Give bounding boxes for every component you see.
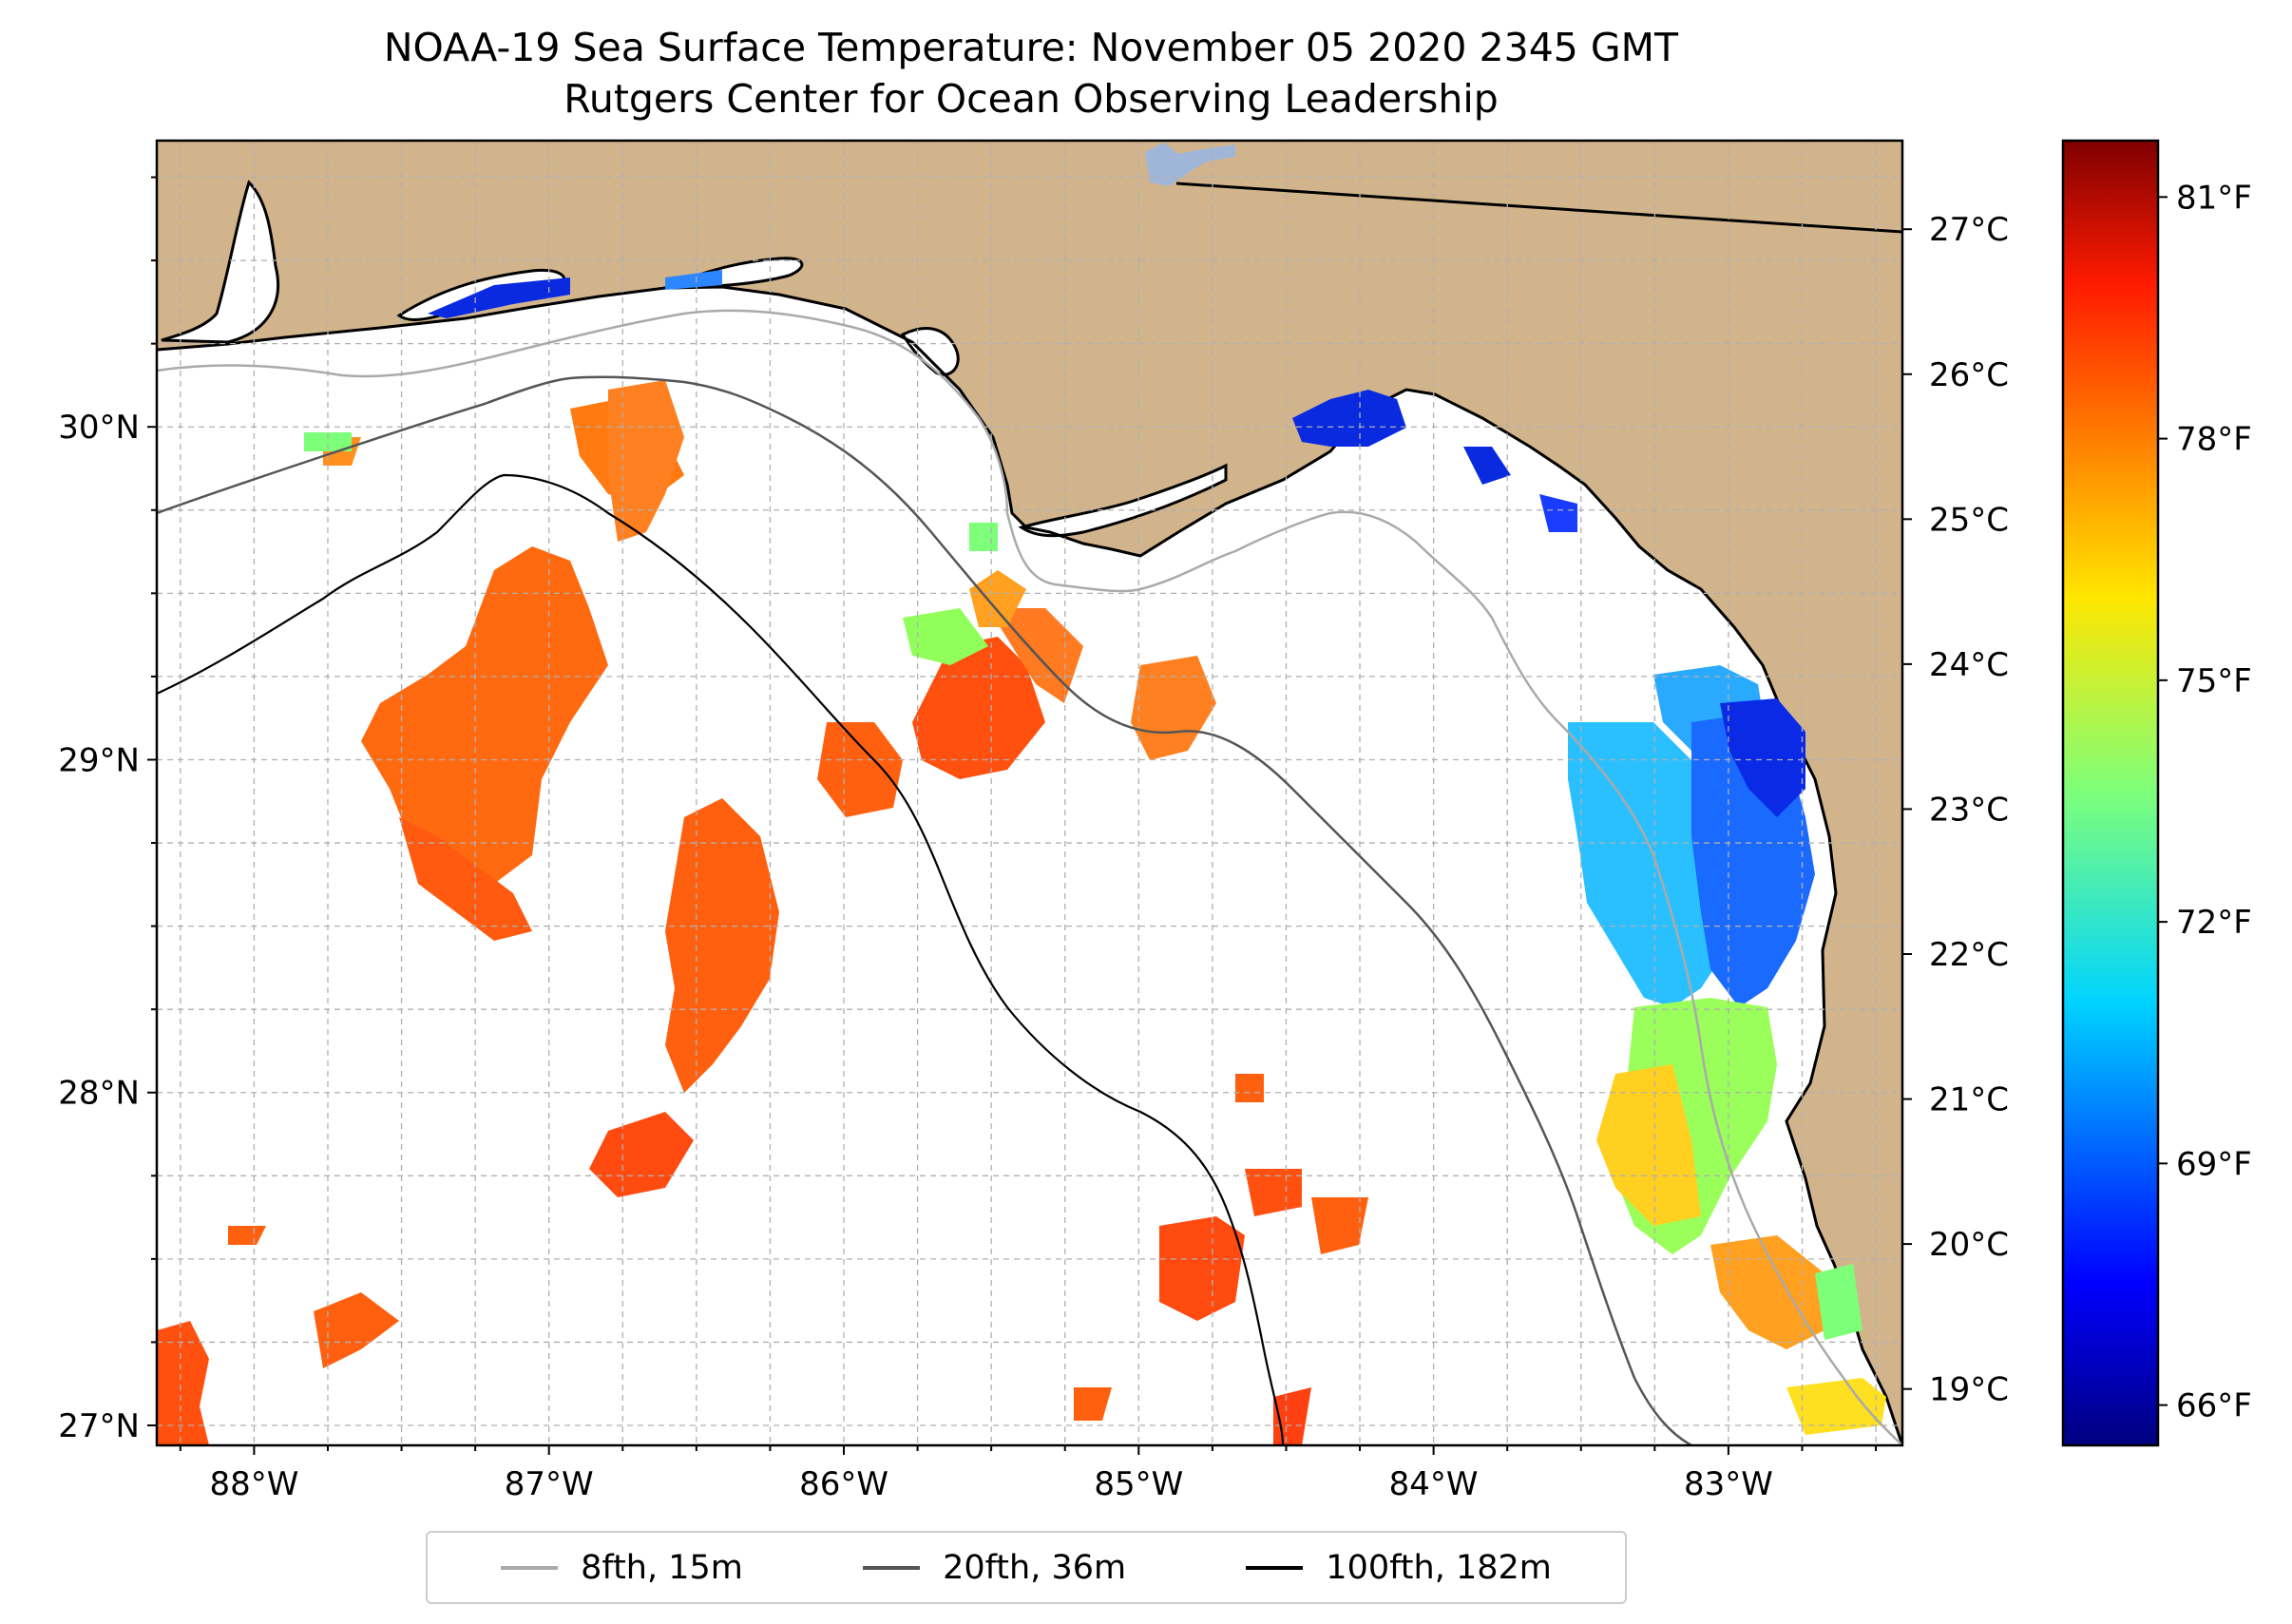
celsius-tick-label: 21°C xyxy=(1929,1081,2009,1119)
fahrenheit-tick-label: 72°F xyxy=(2176,904,2252,942)
lon-tick-label: 85°W xyxy=(1094,1465,1183,1503)
state-boundary xyxy=(1175,182,1902,234)
bay xyxy=(161,180,280,344)
coastline xyxy=(157,285,1902,1445)
legend-item-100fth: 100fth, 182m xyxy=(1246,1549,1552,1587)
celsius-tick-label: 19°C xyxy=(1929,1371,2009,1409)
chart-title: NOAA-19 Sea Surface Temperature: Novembe… xyxy=(383,25,1679,70)
lat-tick-label: 29°N xyxy=(58,741,140,779)
isobath-100fth xyxy=(157,473,1285,1445)
isobath-20fth xyxy=(157,375,1692,1445)
celsius-tick-label: 26°C xyxy=(1929,356,2009,394)
longitude-axis: 88°W 87°W 86°W 85°W 84°W 83°W xyxy=(179,1445,1878,1503)
fahrenheit-tick-label: 78°F xyxy=(2176,421,2252,459)
map-gridlines xyxy=(157,141,1902,1445)
isobath-legend: 8fth, 15m 20fth, 36m 100fth, 182m xyxy=(426,1531,1627,1604)
celsius-tick-label: 20°C xyxy=(1929,1226,2009,1264)
celsius-tick-label: 27°C xyxy=(1929,211,2009,249)
lon-tick-label: 83°W xyxy=(1684,1465,1773,1503)
map-frame xyxy=(155,139,1904,1447)
lon-tick-label: 88°W xyxy=(209,1465,298,1503)
colorbar-fahrenheit-axis: 66°F 69°F 72°F 75°F 78°F 81°F xyxy=(2158,179,2252,1425)
legend-item-8fth: 8fth, 15m xyxy=(501,1549,743,1587)
celsius-tick-label: 22°C xyxy=(1929,936,2009,974)
celsius-tick-label: 25°C xyxy=(1929,501,2009,539)
legend-swatch xyxy=(863,1565,921,1570)
colorbar-celsius-axis: 19°C 20°C 21°C 22°C 23°C 24°C 25°C 26°C 27°C xyxy=(1902,211,2009,1409)
lat-tick-label: 28°N xyxy=(58,1075,140,1113)
lon-tick-label: 84°W xyxy=(1389,1465,1479,1503)
lon-tick-label: 87°W xyxy=(505,1465,594,1503)
fahrenheit-tick-label: 69°F xyxy=(2176,1145,2252,1183)
latitude-axis: 27°N 28°N 29°N 30°N xyxy=(58,176,157,1445)
isobath-8fth xyxy=(157,309,1902,1445)
lon-tick-label: 86°W xyxy=(799,1465,888,1503)
legend-label: 8fth, 15m xyxy=(581,1548,743,1587)
legend-label: 100fth, 182m xyxy=(1326,1548,1552,1587)
fahrenheit-tick-label: 75°F xyxy=(2176,662,2252,700)
legend-swatch xyxy=(1246,1565,1304,1570)
legend-label: 20fth, 36m xyxy=(943,1548,1127,1587)
sst-data-layer xyxy=(157,270,1886,1445)
celsius-tick-label: 23°C xyxy=(1929,791,2009,829)
celsius-tick-label: 24°C xyxy=(1929,646,2009,684)
legend-item-20fth: 20fth, 36m xyxy=(863,1549,1126,1587)
chart-subtitle: Rutgers Center for Ocean Observing Leade… xyxy=(563,76,1499,122)
fahrenheit-tick-label: 81°F xyxy=(2176,179,2252,217)
legend-swatch xyxy=(501,1565,559,1570)
fahrenheit-tick-label: 66°F xyxy=(2176,1387,2252,1425)
lat-tick-label: 30°N xyxy=(58,409,140,447)
colorbar xyxy=(2061,139,2160,1447)
lat-tick-label: 27°N xyxy=(58,1407,140,1445)
